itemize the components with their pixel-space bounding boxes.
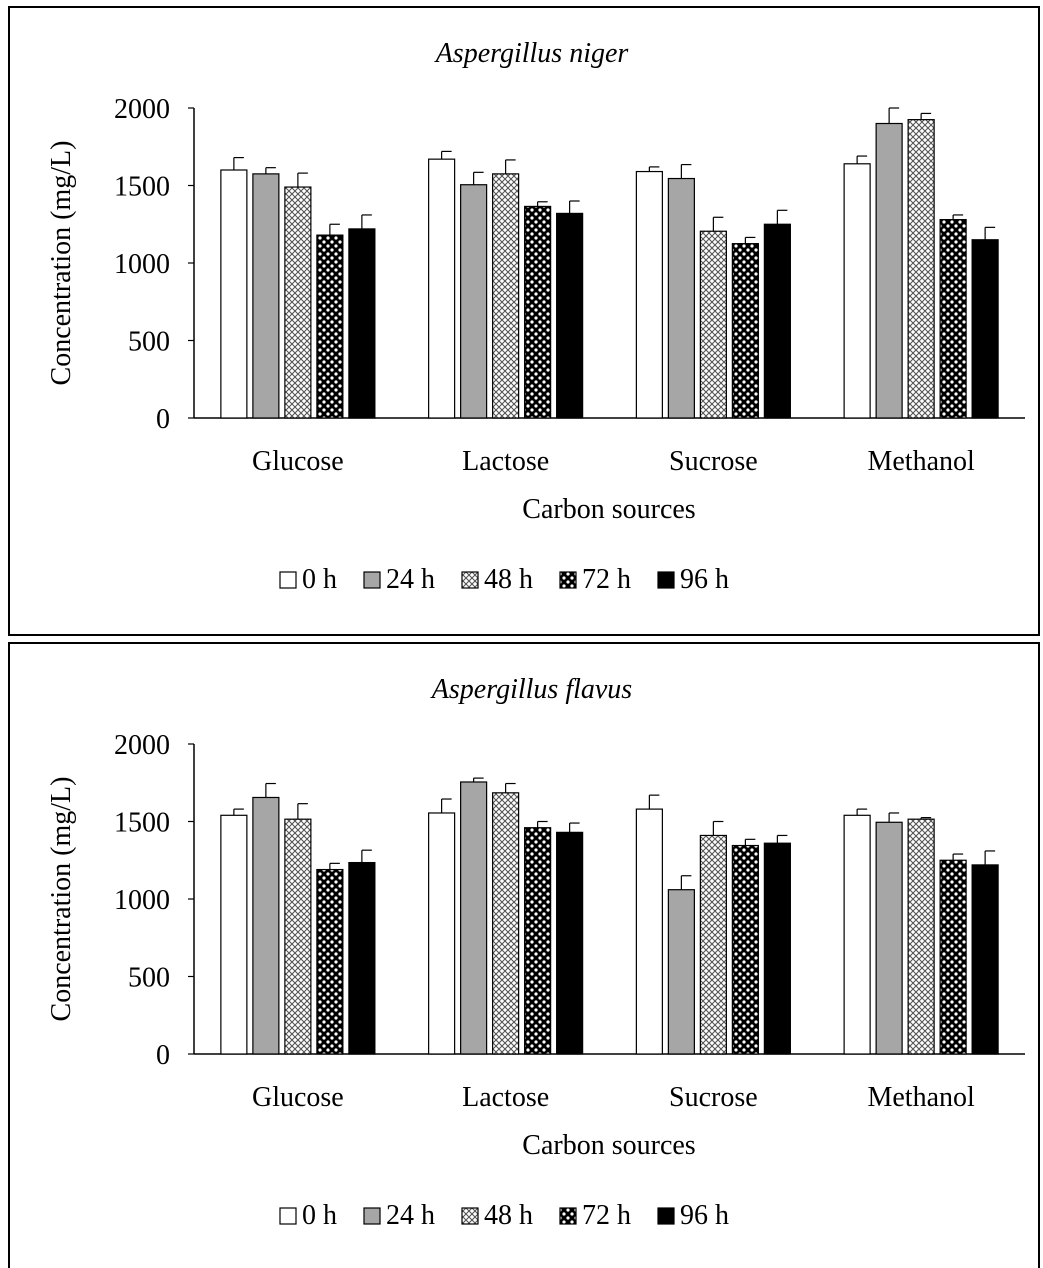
legend-label-24-h: 24 h	[386, 564, 435, 595]
y-tick-label: 500	[128, 327, 170, 358]
y-tick-label: 2000	[114, 730, 170, 761]
legend-label-0-h: 0 h	[302, 1200, 337, 1231]
bar-methanol-24-h	[875, 821, 903, 1055]
x-tick-label: Sucrose	[669, 446, 758, 477]
legend-swatch-96-h	[657, 1207, 675, 1225]
bar-glucose-0-h	[220, 169, 248, 419]
bar-lactose-72-h	[524, 205, 552, 419]
bar-sucrose-96-h	[763, 842, 791, 1055]
legend-swatch-48-h	[461, 1207, 479, 1225]
x-tick-label: Sucrose	[669, 1082, 758, 1113]
y-tick-label: 0	[156, 1040, 170, 1071]
bar-glucose-72-h	[316, 868, 344, 1055]
bar-methanol-48-h	[907, 818, 935, 1055]
legend-label-96-h: 96 h	[680, 564, 729, 595]
bar-glucose-24-h	[252, 796, 280, 1055]
legend-label-72-h: 72 h	[582, 1200, 631, 1231]
legend: 0 h 24 h 48 h 72 h 96 h	[279, 1200, 729, 1231]
x-tick-label: Glucose	[252, 1082, 344, 1113]
bar-lactose-24-h	[460, 184, 488, 419]
chart-panel-niger: Aspergillus niger 0 500 1000 1500 2000 Concent…	[8, 6, 1040, 636]
legend-label-48-h: 48 h	[484, 1200, 533, 1231]
y-tick-label: 1000	[114, 249, 170, 280]
bar-lactose-24-h	[460, 781, 488, 1055]
bar-sucrose-0-h	[635, 808, 663, 1055]
bar-sucrose-24-h	[667, 889, 695, 1055]
bar-sucrose-72-h	[731, 243, 759, 419]
x-tick-label: Methanol	[867, 1082, 975, 1113]
x-tick-label: Glucose	[252, 446, 344, 477]
x-tick-label: Lactose	[462, 1082, 549, 1113]
bar-chart-flavus: Aspergillus flavus 0 500 1000 1500 2000 Concen…	[46, 674, 1025, 1231]
bar-sucrose-96-h	[763, 223, 791, 419]
bar-sucrose-48-h	[699, 834, 727, 1055]
legend-label-96-h: 96 h	[680, 1200, 729, 1231]
bar-glucose-24-h	[252, 173, 280, 419]
legend-swatch-24-h	[363, 571, 381, 589]
y-tick-label: 1000	[114, 885, 170, 916]
y-tick-label: 1500	[114, 808, 170, 839]
legend-swatch-48-h	[461, 571, 479, 589]
bar-methanol-96-h	[971, 864, 999, 1055]
y-tick-label: 0	[156, 404, 170, 435]
y-axis-label: Concentration (mg/L)	[46, 777, 77, 1022]
legend-swatch-72-h	[559, 571, 577, 589]
bar-sucrose-0-h	[635, 170, 663, 419]
bar-lactose-96-h	[556, 212, 584, 419]
chart-title: Aspergillus flavus	[430, 674, 633, 705]
y-axis-label: Concentration (mg/L)	[46, 141, 77, 386]
legend-swatch-0-h	[279, 571, 297, 589]
bar-glucose-96-h	[348, 228, 376, 419]
y-tick-label: 1500	[114, 172, 170, 203]
bar-sucrose-48-h	[699, 230, 727, 419]
bar-glucose-48-h	[284, 186, 312, 419]
chart-title: Aspergillus niger	[434, 38, 629, 69]
bar-sucrose-24-h	[667, 177, 695, 419]
bar-methanol-0-h	[843, 163, 871, 419]
bar-glucose-48-h	[284, 818, 312, 1055]
legend-label-48-h: 48 h	[484, 564, 533, 595]
x-tick-label: Methanol	[867, 446, 975, 477]
x-axis-label: Carbon sources	[522, 1130, 695, 1161]
bar-methanol-72-h	[939, 219, 967, 419]
y-tick-label: 2000	[114, 94, 170, 125]
bar-lactose-96-h	[556, 831, 584, 1055]
y-tick-label: 500	[128, 963, 170, 994]
legend-label-0-h: 0 h	[302, 564, 337, 595]
x-tick-label: Lactose	[462, 446, 549, 477]
bar-lactose-0-h	[428, 812, 456, 1055]
bar-methanol-72-h	[939, 859, 967, 1055]
x-axis-label: Carbon sources	[522, 494, 695, 525]
bar-lactose-72-h	[524, 827, 552, 1055]
legend-label-24-h: 24 h	[386, 1200, 435, 1231]
bar-methanol-0-h	[843, 814, 871, 1055]
bar-glucose-96-h	[348, 861, 376, 1055]
bar-lactose-0-h	[428, 158, 456, 419]
bar-methanol-48-h	[907, 119, 935, 419]
legend-label-72-h: 72 h	[582, 564, 631, 595]
bar-glucose-0-h	[220, 814, 248, 1055]
bar-chart-niger: Aspergillus niger 0 500 1000 1500 2000 Concent…	[46, 38, 1025, 595]
chart-panel-flavus: Aspergillus flavus 0 500 1000 1500 2000 Concen…	[8, 642, 1040, 1268]
bar-glucose-72-h	[316, 234, 344, 419]
legend-swatch-24-h	[363, 1207, 381, 1225]
legend-swatch-0-h	[279, 1207, 297, 1225]
legend-swatch-96-h	[657, 571, 675, 589]
bar-lactose-48-h	[492, 792, 520, 1055]
bar-methanol-24-h	[875, 122, 903, 419]
legend-swatch-72-h	[559, 1207, 577, 1225]
bar-sucrose-72-h	[731, 844, 759, 1055]
bar-lactose-48-h	[492, 173, 520, 419]
bar-methanol-96-h	[971, 239, 999, 419]
legend: 0 h 24 h 48 h 72 h 96 h	[279, 564, 729, 595]
